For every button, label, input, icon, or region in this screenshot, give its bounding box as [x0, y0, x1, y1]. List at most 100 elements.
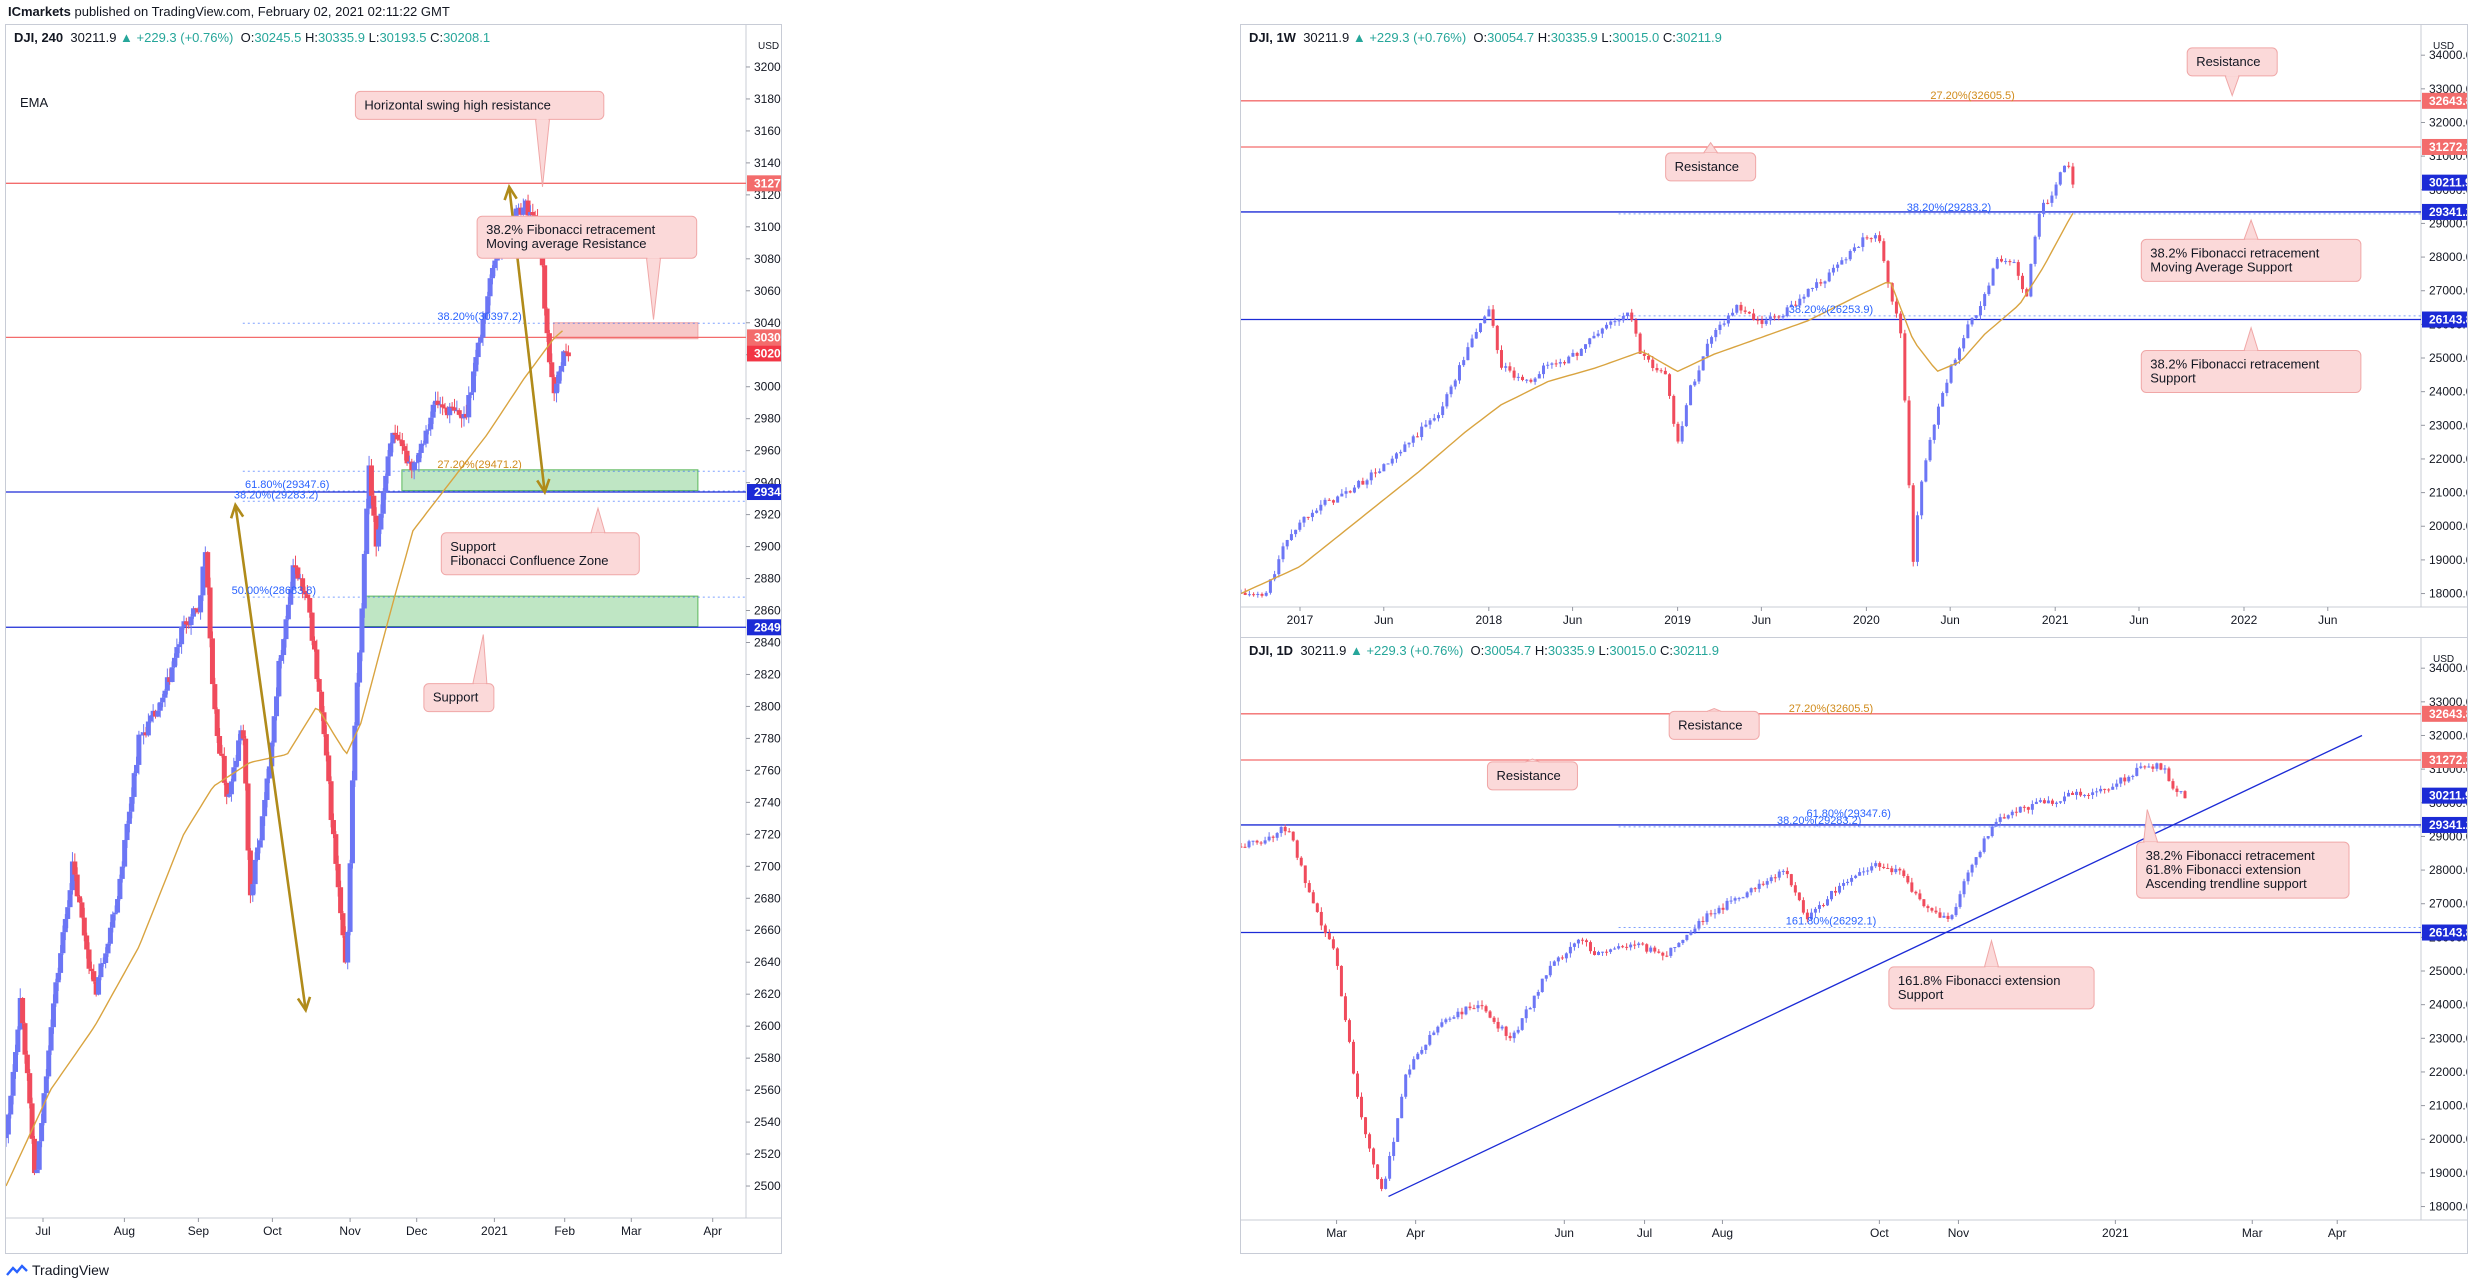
tradingview-footer[interactable]: TradingView: [6, 1262, 109, 1278]
candle: [2002, 813, 2006, 819]
candle-body: [1873, 235, 1877, 239]
candle: [2091, 788, 2095, 800]
price-tag-box: [747, 329, 781, 346]
candle: [1524, 1005, 1528, 1023]
candle: [323, 725, 329, 762]
candle-body: [1495, 325, 1499, 351]
price-tag-label: 30308.5: [754, 330, 782, 344]
candle-body: [126, 811, 132, 824]
price-tag: 26143.8: [2422, 311, 2467, 328]
candle-body: [1857, 246, 1861, 248]
candle: [1468, 1002, 1472, 1011]
chart-panel-dji-1d[interactable]: DJI, 1D 30211.9 ▲ +229.3 (+0.76%) O:3005…: [1240, 637, 2468, 1254]
candle-body: [2107, 789, 2111, 791]
high-value: 30335.9: [1547, 643, 1595, 658]
candle-body: [1918, 893, 1922, 900]
candle: [1870, 862, 1874, 873]
chart-canvas-240[interactable]: 25000.0 25200.0 25400.0 25600.0 25800.0 26000…: [6, 25, 782, 1254]
candle-body: [1899, 313, 1903, 334]
candle: [1753, 887, 1757, 893]
candle-body: [323, 734, 329, 756]
candle: [1564, 952, 1568, 963]
candle-body: [1279, 826, 1283, 834]
candle-body: [2054, 802, 2058, 804]
candle: [1836, 262, 1840, 272]
candle-body: [1878, 235, 1882, 242]
arrow-head: [536, 478, 551, 496]
candle: [1722, 320, 1726, 327]
candle-body: [2018, 806, 2022, 813]
candle: [1572, 942, 1576, 951]
candle-body: [69, 861, 75, 891]
candle-body: [1319, 504, 1323, 511]
candle-body: [2087, 794, 2091, 796]
candle-body: [1243, 846, 1247, 848]
candle-body: [1789, 874, 1793, 886]
candle-body: [1264, 592, 1268, 596]
candle-body: [520, 207, 526, 215]
y-tick-label: 25000.0: [2429, 964, 2468, 978]
candle: [1295, 839, 1299, 861]
candle: [1407, 442, 1411, 448]
callout-joint: [473, 683, 486, 686]
candle-body: [193, 608, 199, 610]
candle: [1368, 1132, 1372, 1152]
candle-body: [2067, 792, 2071, 797]
candle: [1721, 903, 1725, 914]
price-tag: 29341.2: [747, 484, 781, 501]
candle-body: [1781, 870, 1785, 872]
x-tick-label: Jun: [1555, 1226, 1574, 1240]
candle: [1390, 455, 1394, 466]
candle-body: [1745, 892, 1749, 898]
candle: [2033, 235, 2037, 267]
candle: [1798, 294, 1802, 308]
candle-body: [544, 308, 550, 334]
chart-canvas-1d[interactable]: 18000.0 19000.0 20000.0 21000.0 22000.0 23000…: [1241, 638, 2468, 1254]
candle: [1757, 879, 1761, 893]
candle: [250, 880, 256, 902]
candle: [1743, 306, 1747, 315]
change-label: ▲ +229.3 (+0.76%): [1349, 643, 1464, 658]
candle-body: [1564, 953, 1568, 959]
x-tick-label: 2021: [481, 1224, 508, 1238]
candle-body: [1722, 323, 1726, 325]
candle: [1873, 232, 1877, 242]
candle: [1638, 332, 1642, 354]
candle: [1319, 500, 1323, 515]
candle-body: [2143, 766, 2147, 768]
candle-body: [198, 595, 204, 613]
candle-body: [1693, 381, 1697, 386]
candle-body: [1958, 894, 1962, 907]
candle: [1713, 908, 1717, 919]
candle: [1299, 856, 1303, 867]
candle: [1605, 949, 1609, 956]
candle-body: [1785, 307, 1789, 317]
candle: [1343, 992, 1347, 1022]
candle: [416, 449, 422, 471]
y-tick-label: 29600.0: [754, 444, 782, 458]
candle: [2037, 212, 2041, 240]
chart-canvas-1w[interactable]: 18000.0 19000.0 20000.0 21000.0 22000.0 23000…: [1241, 25, 2468, 641]
chart-panel-dji-240[interactable]: DJI, 240 30211.9 ▲ +229.3 (+0.76%) O:302…: [5, 24, 782, 1254]
candle-body: [1842, 883, 1846, 886]
x-tick-label: Jul: [35, 1224, 50, 1238]
candle-body: [2046, 202, 2050, 204]
callout-joint: [592, 532, 604, 535]
candle: [1717, 905, 1721, 915]
candle: [1247, 590, 1251, 597]
candle: [1512, 367, 1516, 381]
y-tick-label: 25600.0: [754, 1083, 782, 1097]
x-tick-label: 2021: [2102, 1226, 2129, 1240]
y-tick-label: 25800.0: [754, 1051, 782, 1065]
candle: [1440, 1018, 1444, 1028]
candle-body: [274, 696, 280, 717]
candle: [162, 688, 168, 707]
candle: [1575, 351, 1579, 361]
candle: [1621, 944, 1625, 949]
chart-panel-dji-1w[interactable]: DJI, 1W 30211.9 ▲ +229.3 (+0.76%) O:3005…: [1240, 24, 2468, 641]
x-tick-label: Jun: [1563, 613, 1582, 627]
callout-joint: [2144, 842, 2157, 845]
candle-body: [2091, 792, 2095, 795]
candle-body: [380, 492, 386, 514]
candle-body: [304, 594, 310, 599]
